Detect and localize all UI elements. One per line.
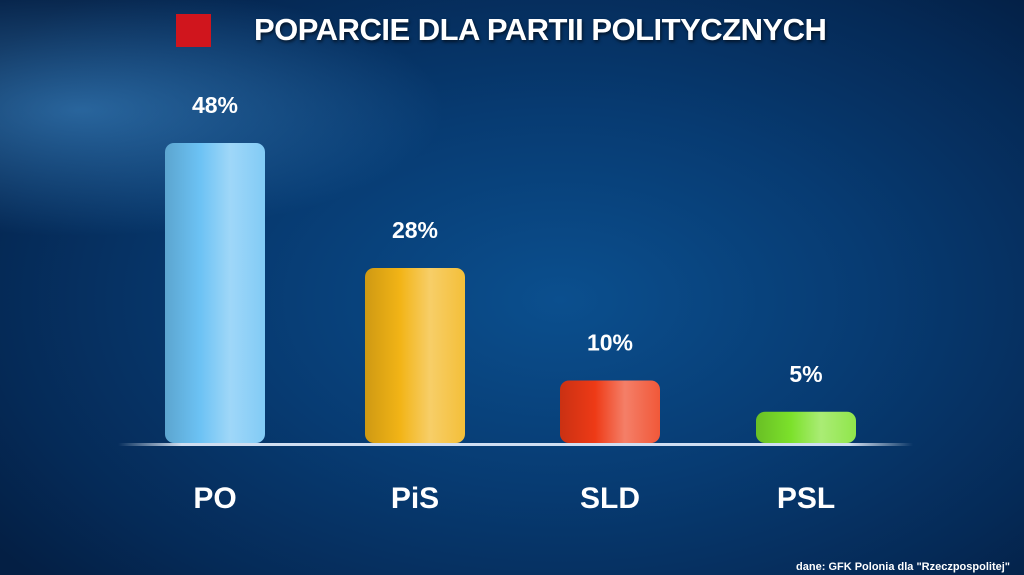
title-bar: POPARCIE DLA PARTII POLITYCZNYCH (176, 8, 827, 52)
category-label-psl: PSL (777, 482, 835, 515)
baseline (118, 443, 913, 446)
labels: 48% PO 28% PiS 10% SLD 5% PSL (192, 92, 835, 515)
category-label-po: PO (193, 482, 236, 515)
category-label-sld: SLD (580, 482, 640, 515)
bar-pis (365, 268, 465, 443)
value-label-psl: 5% (789, 361, 822, 387)
chart-title: POPARCIE DLA PARTII POLITYCZNYCH (254, 12, 827, 47)
value-label-pis: 28% (392, 217, 438, 243)
bar-sld (560, 380, 660, 443)
title-accent-square (176, 13, 211, 47)
baseline-line (118, 443, 913, 446)
bar-psl (756, 411, 856, 443)
category-label-pis: PiS (391, 482, 439, 515)
bar-po (165, 143, 265, 443)
value-label-sld: 10% (587, 330, 633, 356)
value-label-po: 48% (192, 92, 238, 118)
bars (165, 143, 856, 443)
source-note: dane: GFK Polonia dla "Rzeczpospolitej" (796, 561, 1010, 573)
